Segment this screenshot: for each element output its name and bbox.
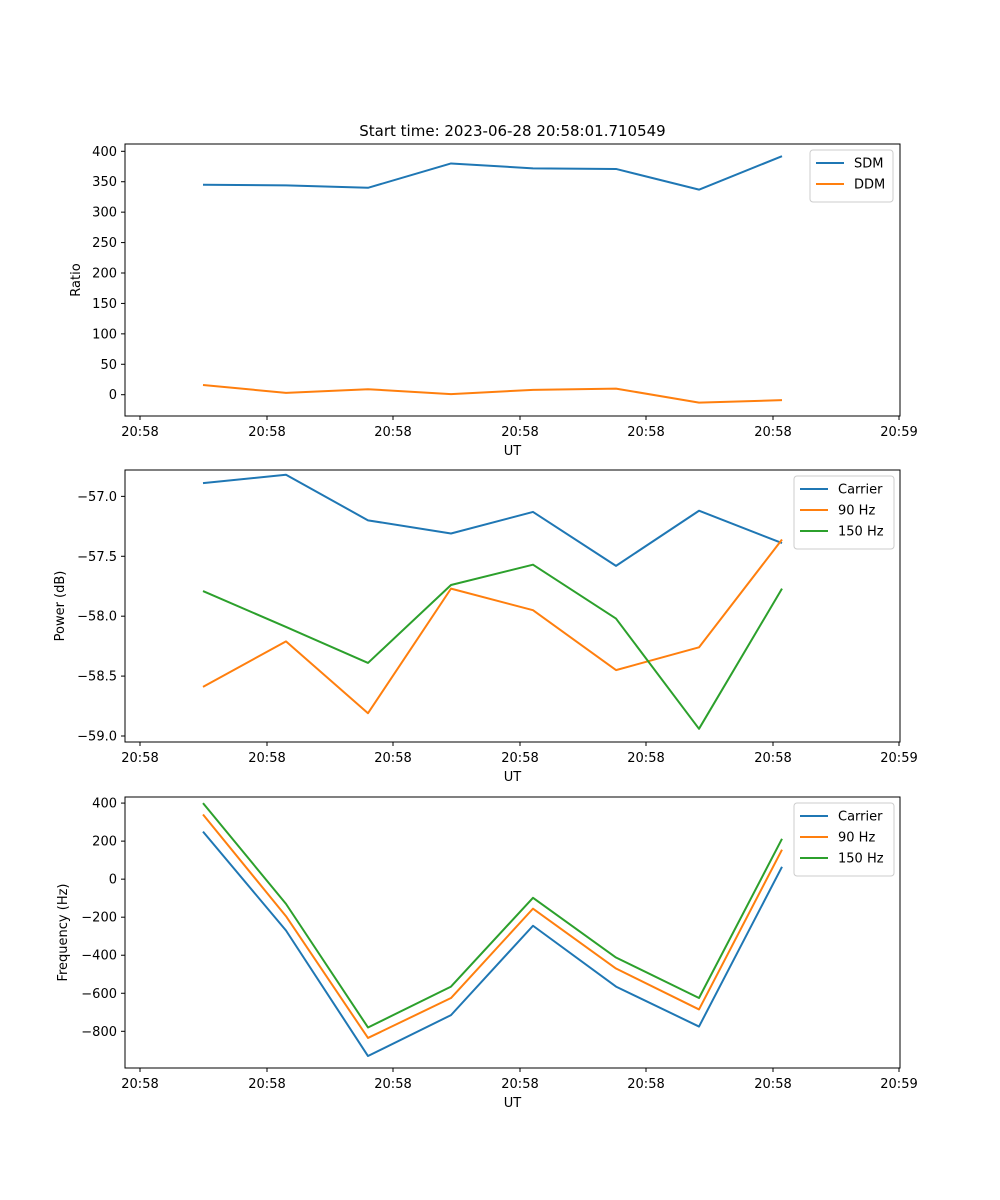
legend-label: SDM: [854, 157, 883, 172]
x-tick-label: 20:59: [880, 751, 917, 766]
legend: SDM DDM: [809, 149, 894, 203]
x-tick-label: 20:58: [121, 751, 158, 766]
x-tick-label: 20:59: [880, 1077, 917, 1092]
x-tick-label: 20:58: [501, 751, 538, 766]
y-tick-label: −58.0: [77, 610, 117, 625]
x-tick-label: 20:58: [627, 1077, 664, 1092]
y-tick-label: −400: [81, 949, 117, 964]
x-tick-label: 20:59: [880, 425, 917, 440]
legend-label: 90 Hz: [838, 504, 875, 519]
y-tick-label: −200: [81, 911, 117, 926]
series-line-frequency-90-hz: [202, 813, 783, 1039]
x-tick-label: 20:58: [754, 751, 791, 766]
y-tick-label: −57.0: [77, 490, 117, 505]
x-tick-label: 20:58: [121, 425, 158, 440]
series-line-ratio-sdm: [202, 155, 783, 191]
y-tick-label: 250: [92, 236, 117, 251]
y-tick-label: 100: [92, 327, 117, 342]
x-tick-label: 20:58: [754, 425, 791, 440]
y-axis-label: Frequency (Hz): [56, 883, 71, 981]
legend-label: 150 Hz: [838, 852, 884, 867]
x-tick-label: 20:58: [248, 425, 285, 440]
y-tick-label: 400: [92, 145, 117, 160]
x-tick-label: 20:58: [248, 751, 285, 766]
axes-frame: [124, 143, 901, 417]
x-tick-label: 20:58: [501, 1077, 538, 1092]
y-tick-label: 400: [92, 797, 117, 812]
subplot-frequency: 20:58 20:58 20:58 20:58 20:58 20:58 20:59 −800 −…: [56, 796, 918, 1111]
y-tick-label: −600: [81, 987, 117, 1002]
legend-label: 90 Hz: [838, 831, 875, 846]
y-tick-label: −59.0: [77, 730, 117, 745]
axes-frame: [124, 796, 901, 1069]
x-axis-label: UT: [504, 444, 522, 459]
y-tick-label: 50: [100, 358, 117, 373]
series-line-ratio-ddm: [202, 383, 783, 404]
y-tick-label: −58.5: [77, 670, 117, 685]
series-line-power-carrier: [202, 473, 783, 567]
y-tick-label: 200: [92, 267, 117, 282]
y-tick-label: −57.5: [77, 550, 117, 565]
series-line-frequency-150-hz: [202, 802, 783, 1029]
x-axis-label: UT: [504, 770, 522, 785]
legend-label: 150 Hz: [838, 525, 884, 540]
series-line-power-150-hz: [202, 563, 783, 730]
x-tick-label: 20:58: [248, 1077, 285, 1092]
x-axis-label: UT: [504, 1096, 522, 1111]
y-tick-label: 150: [92, 297, 117, 312]
x-tick-label: 20:58: [627, 425, 664, 440]
y-tick-label: −800: [81, 1025, 117, 1040]
legend-label: Carrier: [838, 483, 883, 498]
legend: Carrier 90 Hz 150 Hz: [793, 802, 895, 877]
series-line-frequency-carrier: [202, 830, 783, 1058]
x-tick-label: 20:58: [627, 751, 664, 766]
x-tick-label: 20:58: [374, 751, 411, 766]
legend-label: Carrier: [838, 810, 883, 825]
y-tick-label: 300: [92, 206, 117, 221]
legend: Carrier 90 Hz 150 Hz: [793, 475, 895, 550]
y-tick-label: 0: [109, 873, 117, 888]
series-line-power-90-hz: [202, 538, 783, 715]
chart-title: Start time: 2023-06-28 20:58:01.710549: [359, 122, 665, 140]
y-tick-label: 200: [92, 835, 117, 850]
x-tick-label: 20:58: [501, 425, 538, 440]
y-axis-label: Power (dB): [53, 571, 68, 642]
x-tick-label: 20:58: [374, 1077, 411, 1092]
axes-frame: [124, 469, 901, 743]
x-tick-label: 20:58: [374, 425, 411, 440]
subplot-power: 20:58 20:58 20:58 20:58 20:58 20:58 20:59 −57.0…: [53, 469, 918, 785]
y-tick-label: 350: [92, 175, 117, 190]
x-tick-label: 20:58: [754, 1077, 791, 1092]
legend-label: DDM: [854, 178, 885, 193]
x-tick-label: 20:58: [121, 1077, 158, 1092]
subplot-ratio: 20:58 20:58 20:58 20:58 20:58 20:58 20:59 0 50 10…: [69, 143, 918, 459]
y-tick-label: 0: [109, 388, 117, 403]
y-axis-label: Ratio: [69, 263, 84, 296]
